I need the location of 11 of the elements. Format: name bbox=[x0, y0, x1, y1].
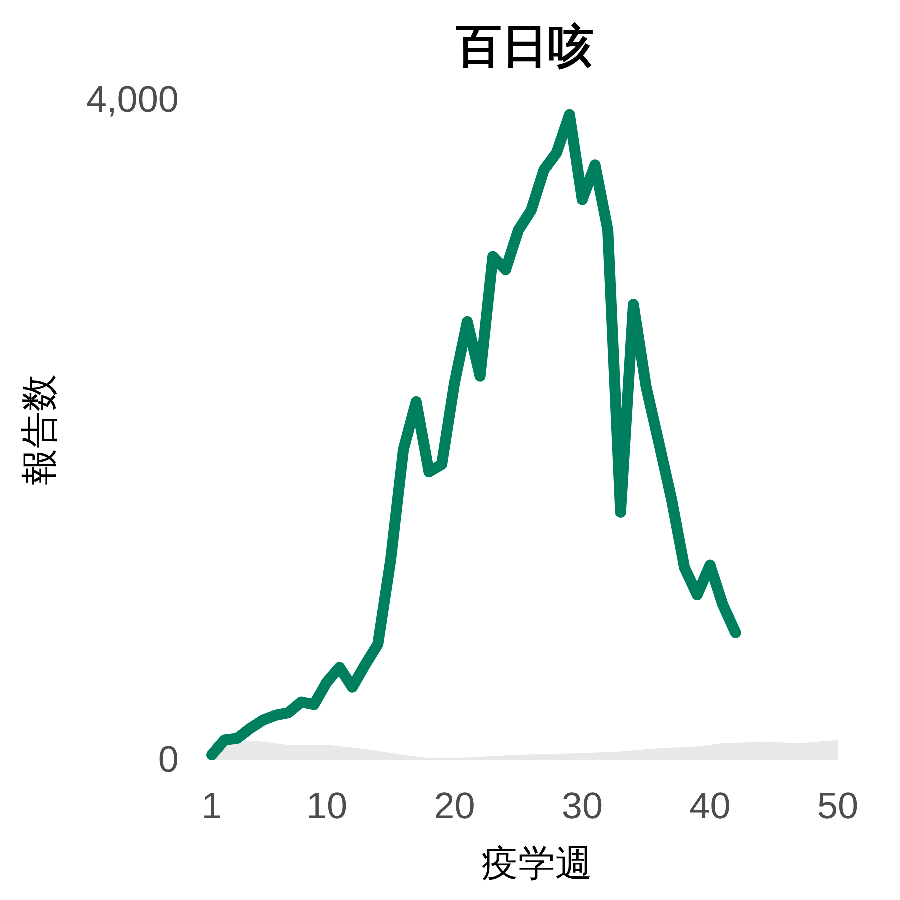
x-tick-label: 10 bbox=[306, 785, 348, 826]
x-tick-label: 20 bbox=[434, 785, 476, 826]
x-tick-label: 50 bbox=[817, 785, 859, 826]
x-tick-label: 1 bbox=[202, 785, 222, 826]
x-axis-title: 疫学週 bbox=[482, 843, 592, 884]
x-tick-label: 30 bbox=[562, 785, 604, 826]
y-tick-label: 4,000 bbox=[86, 78, 179, 120]
y-tick-label: 0 bbox=[158, 738, 179, 780]
y-axis-title: 報告数 bbox=[19, 374, 60, 486]
chart-title: 百日咳 bbox=[455, 20, 594, 72]
x-tick-label: 40 bbox=[690, 785, 731, 826]
